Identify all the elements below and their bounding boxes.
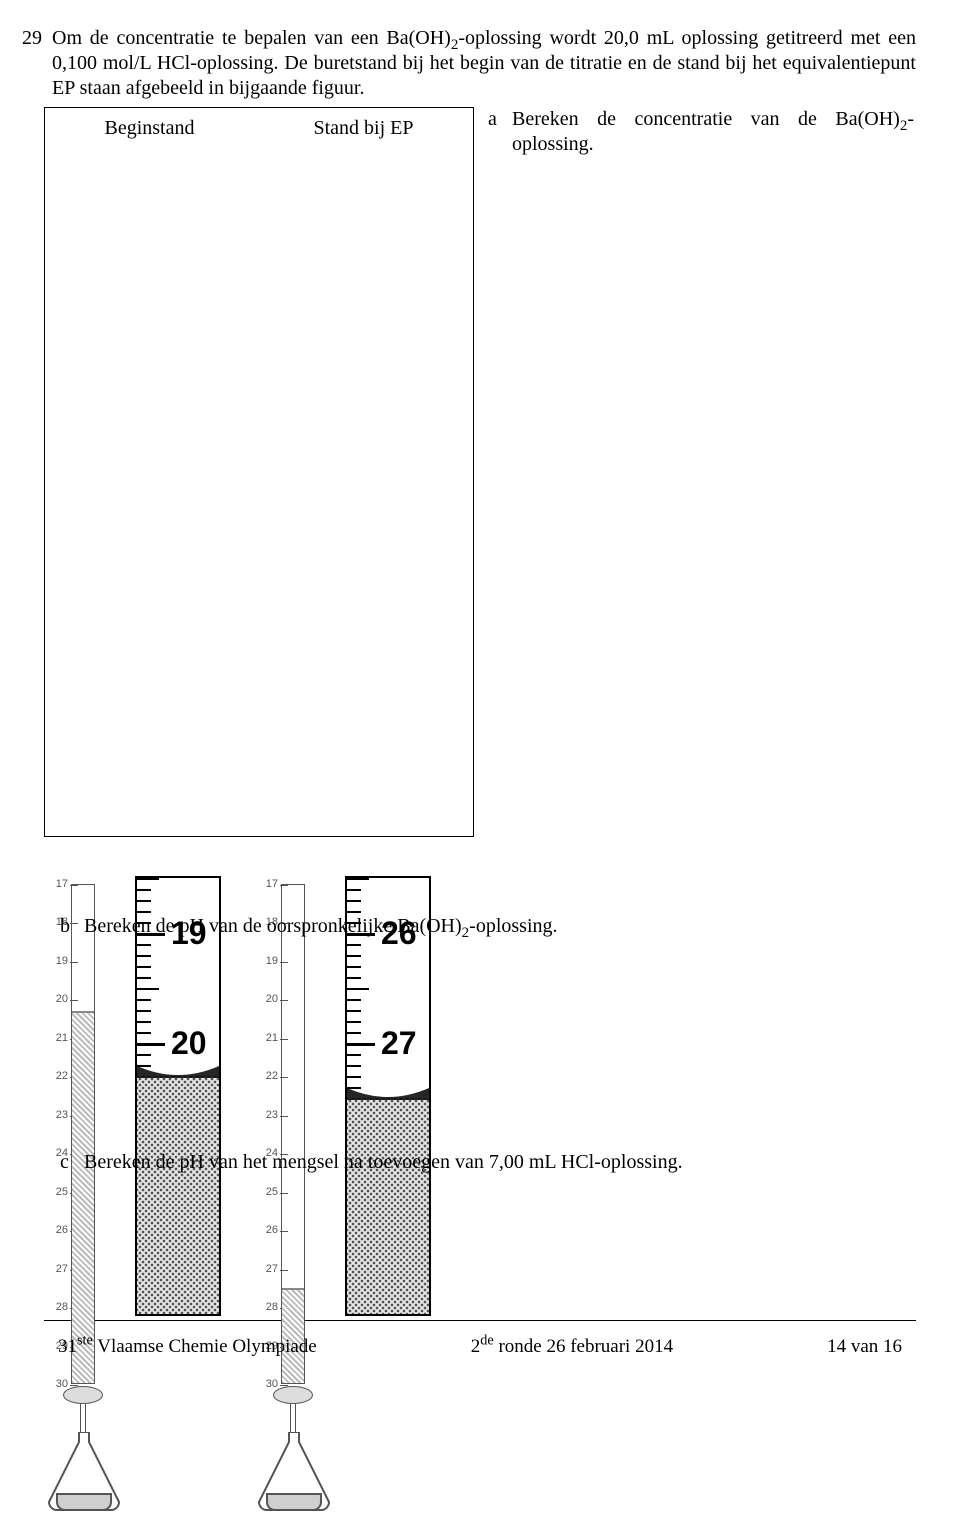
footer-right: 14 van 16 [827,1335,902,1359]
thin-scale-label: 20 [56,994,68,1008]
burette-neck [80,1404,86,1434]
thin-scale-label: 22 [56,1070,68,1084]
thin-scale-label: 23 [56,1109,68,1123]
figure-box: Beginstand Stand bij EP 1718192021222324… [44,107,474,837]
thin-scale-label: 26 [56,1224,68,1238]
thin-scale-label: 23 [266,1109,278,1123]
zoom-scale-label: 27 [381,1023,417,1063]
thin-scale-label: 19 [56,955,68,969]
thin-scale-label: 22 [266,1070,278,1084]
thin-scale-label: 25 [56,1186,68,1200]
stopcock-icon [63,1386,103,1404]
part-label: c [60,1150,74,1175]
thin-scale-label: 19 [266,955,278,969]
figure-labels: Beginstand Stand bij EP [45,116,473,141]
thin-scale-label: 26 [266,1224,278,1238]
part-b: b Bereken de pH van de oorspronkelijke B… [60,914,916,939]
part-a: a Bereken de concentratie van de Ba(OH)2… [488,107,916,157]
part-label: b [60,914,74,939]
part-c: c Bereken de pH van het mengsel na toevo… [60,1150,916,1175]
page: 29 Om de concentratie te bepalen van een… [0,0,960,1381]
part-a-text: Bereken de concentratie van de Ba(OH)2-o… [512,107,914,157]
question-number: 29 [22,26,42,51]
question-text: Om de concentratie te bepalen van een Ba… [52,26,916,101]
thin-scale-label: 21 [56,1032,68,1046]
burette-zoom-ep: 26272829 [345,876,431,1316]
burette-zoom-begin: 19202122 [135,876,221,1316]
footer-left: 31ste Vlaamse Chemie Olympiade [58,1335,317,1359]
zoom-scale-label: 20 [171,1023,207,1063]
burette-thin-begin: 1718192021222324252627282930 [71,884,95,1384]
figure-label-begin: Beginstand [104,116,194,141]
burette-thin-ep: 1718192021222324252627282930 [281,884,305,1384]
thin-scale-label: 25 [266,1186,278,1200]
part-label: a [488,107,502,157]
thin-scale-label: 17 [266,878,278,892]
thin-scale-label: 20 [266,994,278,1008]
figure-label-ep: Stand bij EP [313,116,413,141]
part-b-text: Bereken de pH van de oorspronkelijke Ba(… [84,914,916,939]
part-c-text: Bereken de pH van het mengsel na toevoeg… [84,1150,916,1175]
flask-icon [249,1432,339,1512]
question-text-part1: Om de concentratie te bepalen van een Ba… [52,27,451,49]
thin-scale-label: 28 [266,1301,278,1315]
burette-neck [290,1404,296,1434]
thin-scale-label: 21 [266,1032,278,1046]
flask-icon [39,1432,129,1512]
stopcock-icon [273,1386,313,1404]
thin-scale-label: 17 [56,878,68,892]
thin-scale-label: 27 [56,1263,68,1277]
footer-center: 2de ronde 26 februari 2014 [471,1335,673,1359]
page-footer: 31ste Vlaamse Chemie Olympiade 2de ronde… [58,1335,902,1359]
thin-scale-label: 28 [56,1301,68,1315]
thin-scale-label: 27 [266,1263,278,1277]
